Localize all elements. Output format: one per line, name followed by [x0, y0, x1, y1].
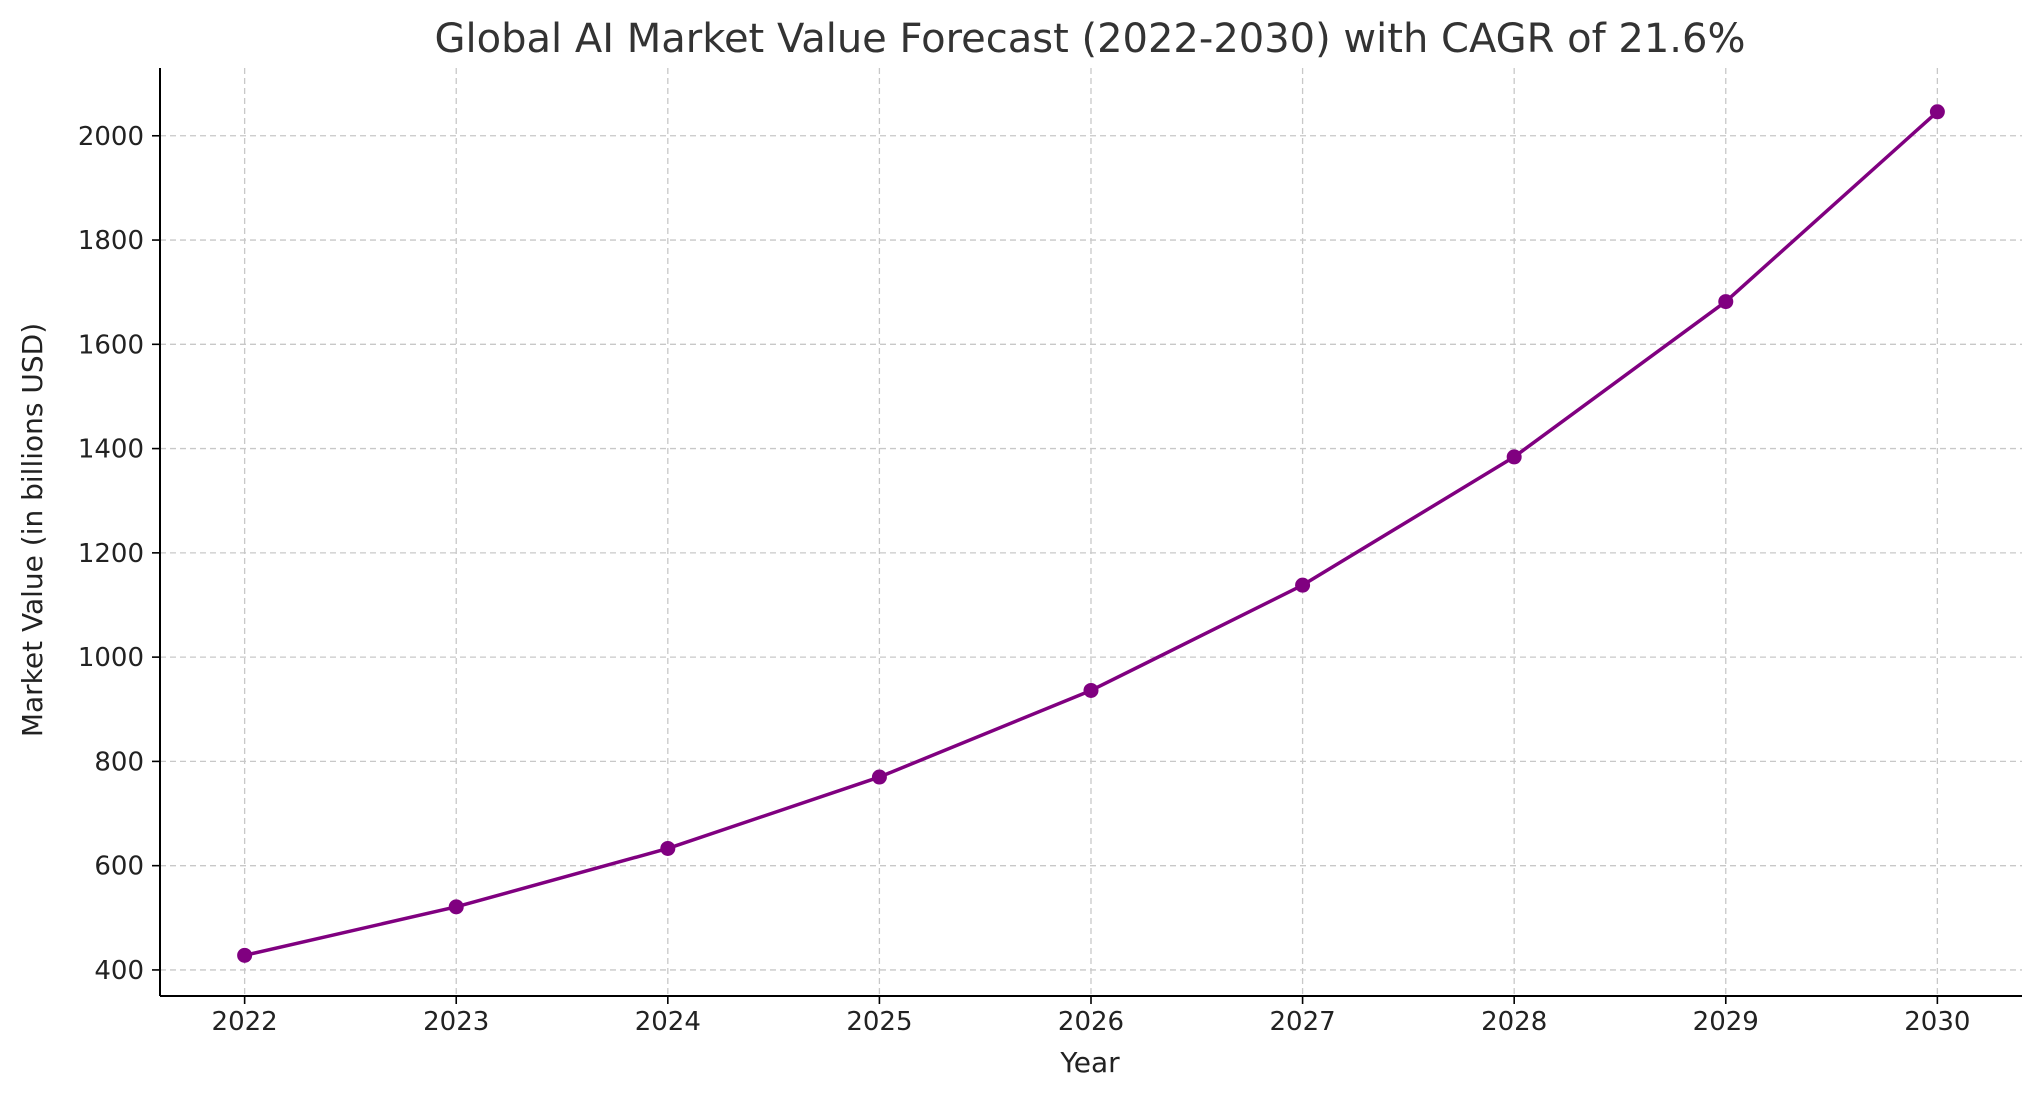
- data-point-2023: [448, 899, 464, 915]
- data-point-2030: [1929, 104, 1945, 120]
- y-axis-title: Market Value (in billions USD): [16, 323, 49, 737]
- x-tick-label: 2027: [1270, 1007, 1336, 1037]
- data-point-2025: [871, 769, 887, 785]
- data-point-2022: [237, 947, 253, 963]
- y-tick-label: 400: [94, 956, 144, 986]
- y-tick-label: 1600: [78, 330, 144, 360]
- y-tick-label: 600: [94, 852, 144, 882]
- data-point-2027: [1295, 577, 1311, 593]
- x-tick-label: 2022: [212, 1007, 278, 1037]
- y-tick-label: 2000: [78, 122, 144, 152]
- data-point-2026: [1083, 682, 1099, 698]
- x-tick-label: 2030: [1904, 1007, 1970, 1037]
- grid: [160, 68, 2022, 996]
- y-tick-label: 1000: [78, 643, 144, 673]
- data-point-2024: [660, 840, 676, 856]
- x-tick-label: 2028: [1481, 1007, 1547, 1037]
- y-tick-labels: 400 600 800 1000 1200 1400 1600 1800 2000: [78, 122, 144, 986]
- x-axis-title: Year: [1059, 1046, 1120, 1079]
- x-tick-labels: 2022 2023 2024 2025 2026 2027 2028 2029 2030: [212, 1007, 1971, 1037]
- x-tick-label: 2025: [846, 1007, 912, 1037]
- x-tick-label: 2023: [423, 1007, 489, 1037]
- x-tick-label: 2024: [635, 1007, 701, 1037]
- series: [237, 104, 1945, 963]
- x-tick-label: 2026: [1058, 1007, 1124, 1037]
- y-tick-label: 1200: [78, 539, 144, 569]
- y-tick-label: 1800: [78, 226, 144, 256]
- data-point-2028: [1506, 449, 1522, 465]
- chart-title: Global AI Market Value Forecast (2022-20…: [435, 16, 1746, 62]
- tick-marks: [152, 134, 1939, 1004]
- data-point-2029: [1718, 294, 1734, 310]
- y-tick-label: 1400: [78, 435, 144, 465]
- x-tick-label: 2029: [1693, 1007, 1759, 1037]
- y-tick-label: 800: [94, 747, 144, 777]
